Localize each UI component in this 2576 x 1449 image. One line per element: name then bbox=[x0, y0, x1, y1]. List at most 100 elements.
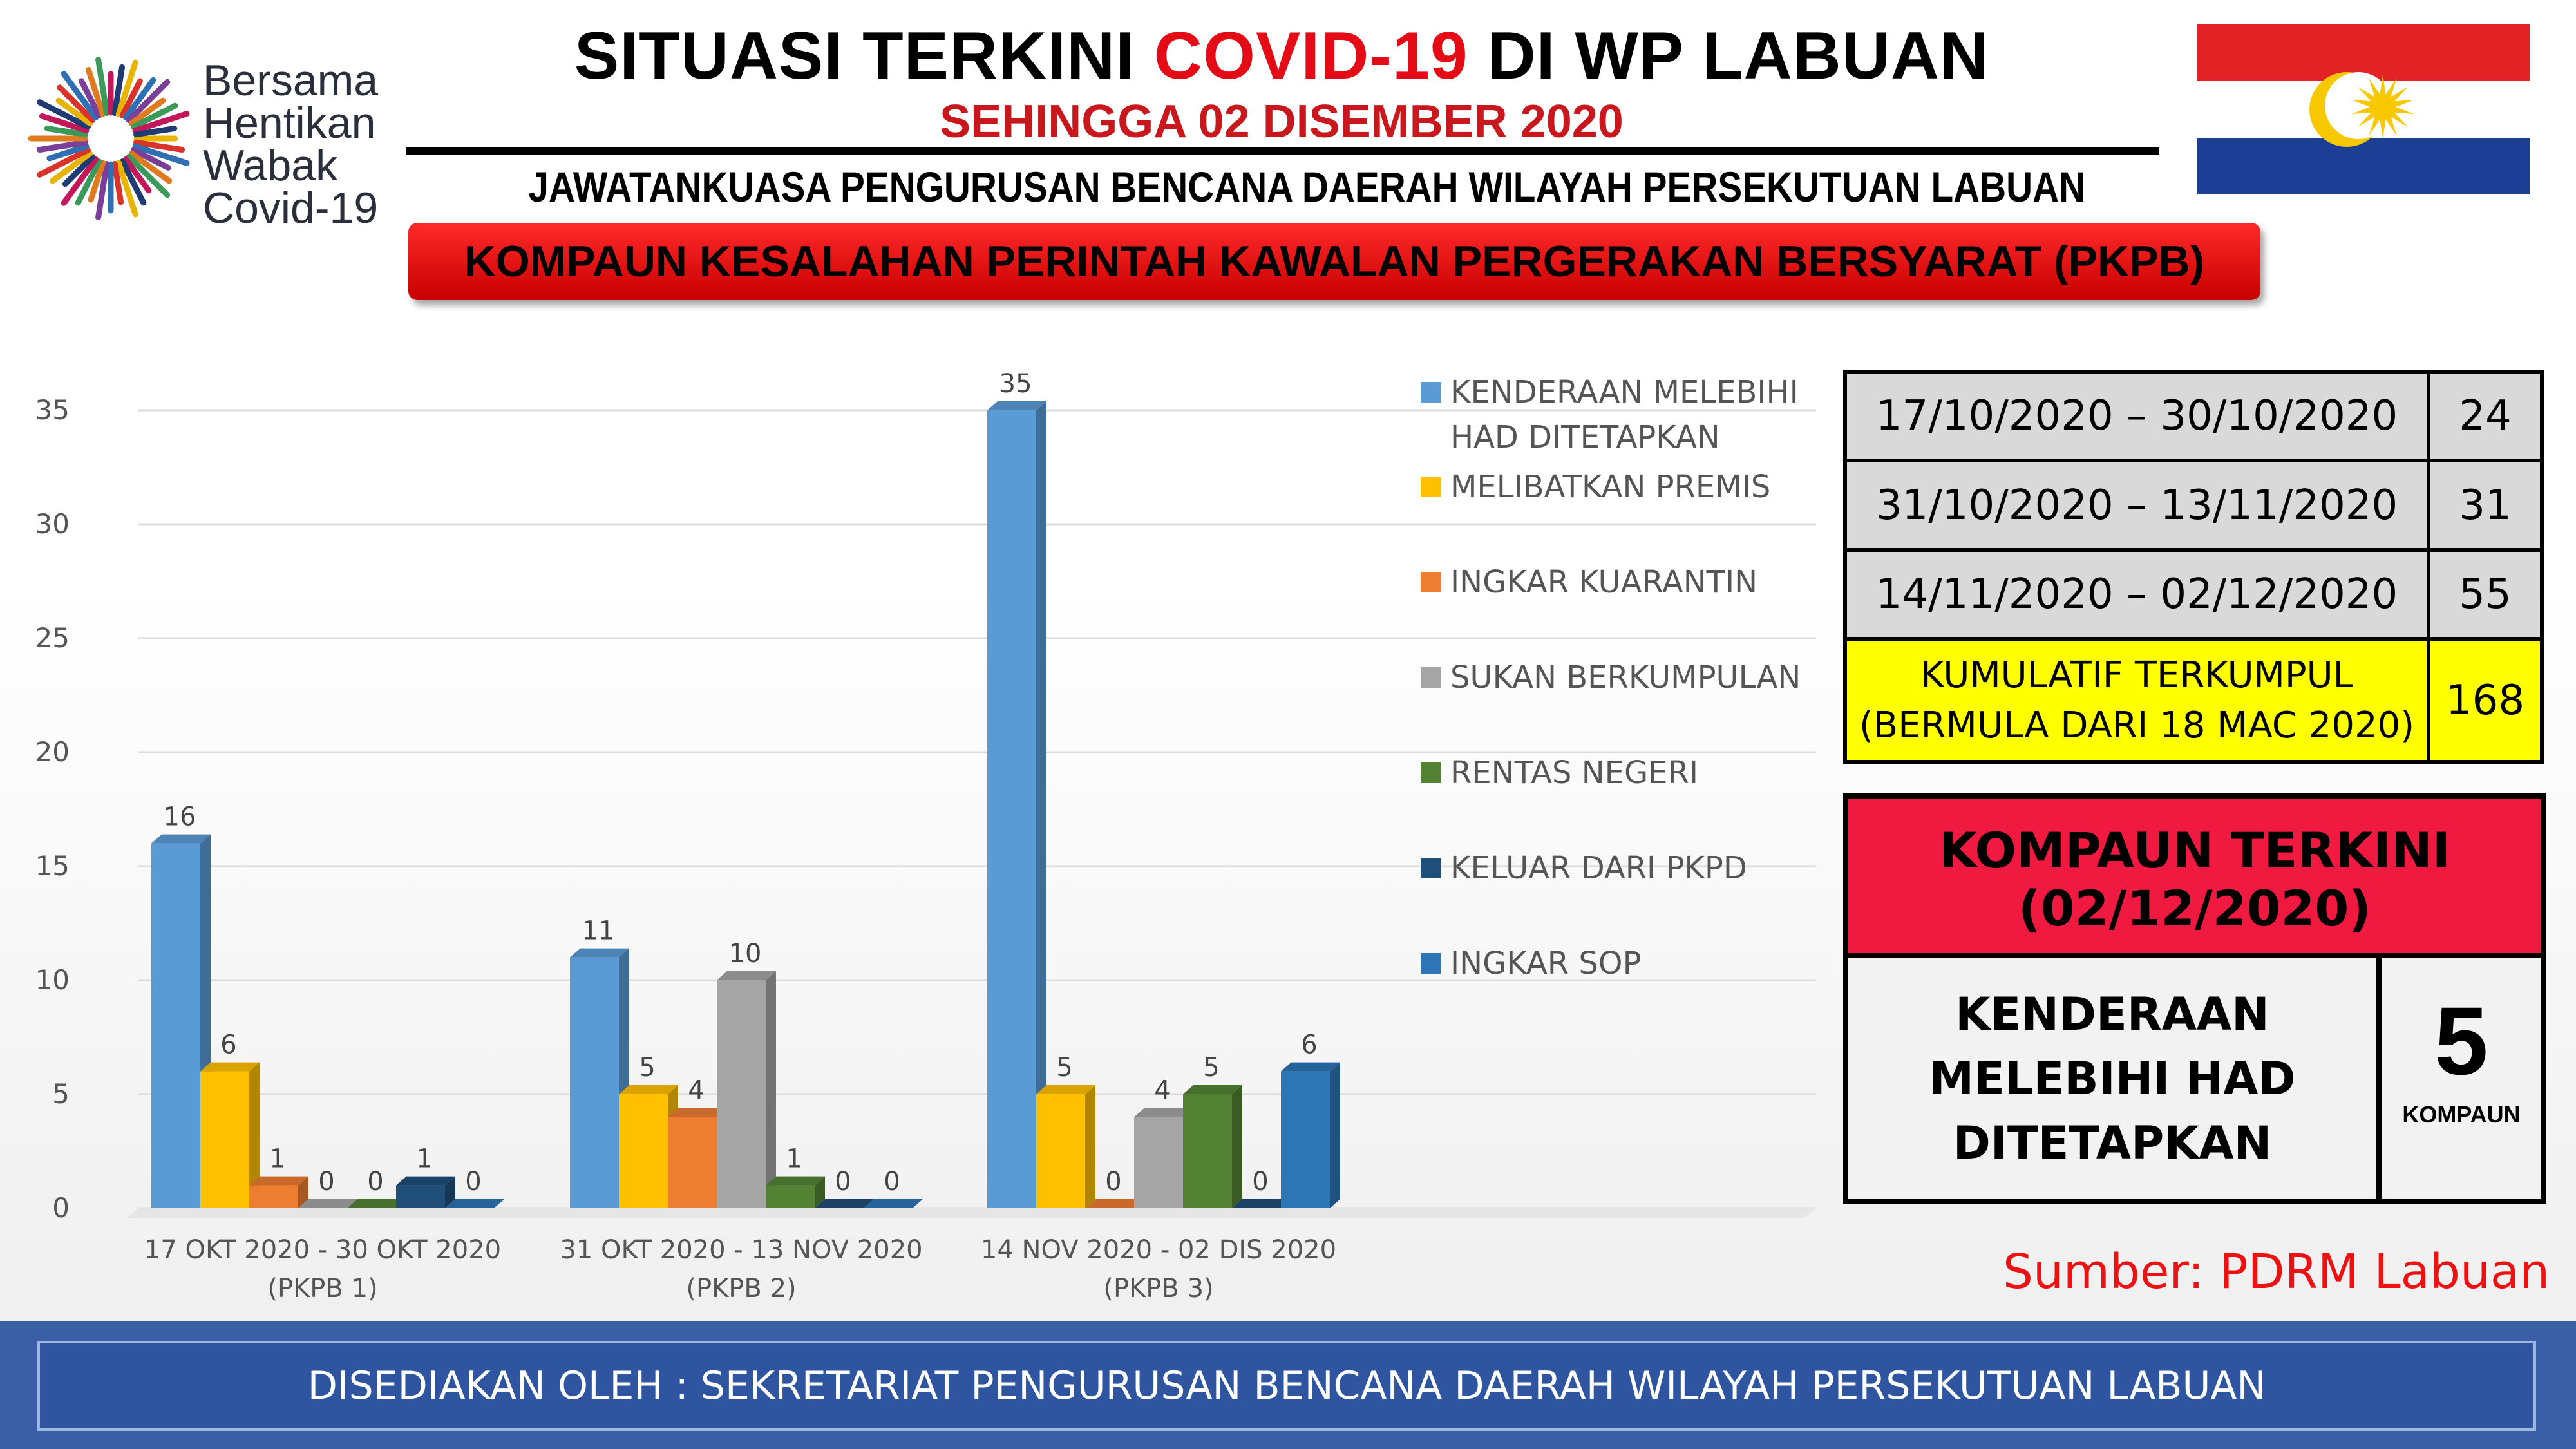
logo-ray bbox=[111, 64, 125, 116]
bar-side bbox=[249, 1062, 260, 1208]
bar bbox=[1134, 1117, 1183, 1208]
legend-swatch bbox=[1421, 667, 1441, 688]
table-row: 31/10/2020 – 13/11/2020 31 bbox=[1843, 459, 2544, 552]
logo-ray bbox=[128, 97, 166, 126]
legend-label: RENTAS NEGERI bbox=[1450, 755, 1698, 791]
data-label: 0 bbox=[318, 1167, 334, 1197]
logo-ray bbox=[61, 156, 99, 206]
data-label: 1 bbox=[269, 1144, 285, 1174]
period-summary-table: 17/10/2020 – 30/10/2020 24 31/10/2020 – … bbox=[1843, 369, 2544, 764]
legend-label: KENDERAAN MELEBIHI bbox=[1450, 374, 1799, 410]
latest-category-line: MELEBIHI HAD bbox=[1929, 1052, 2296, 1105]
data-label: 6 bbox=[1301, 1030, 1317, 1060]
period-cell: 31/10/2020 – 13/11/2020 bbox=[1843, 459, 2430, 552]
logo-ray bbox=[111, 161, 124, 205]
y-tick-label: 0 bbox=[52, 1192, 70, 1224]
logo-ray bbox=[61, 71, 99, 121]
bar-top bbox=[668, 1108, 727, 1117]
logo-ray bbox=[62, 153, 96, 187]
bar-top bbox=[445, 1199, 504, 1208]
bar-top bbox=[570, 948, 629, 958]
covid-campaign-logo bbox=[28, 57, 190, 220]
logo-ray bbox=[126, 153, 171, 198]
logo-ray bbox=[131, 147, 171, 171]
bar bbox=[200, 1071, 249, 1208]
header-divider bbox=[406, 147, 2159, 155]
title-prefix: SITUASI TERKINI bbox=[574, 19, 1154, 93]
y-tick-label: 10 bbox=[35, 964, 70, 996]
legend-swatch bbox=[1421, 572, 1441, 592]
data-label: 0 bbox=[1105, 1167, 1121, 1197]
logo-ray bbox=[57, 84, 96, 124]
logo-ray bbox=[133, 125, 178, 138]
bar-top bbox=[1281, 1062, 1340, 1072]
latest-title: KOMPAUN TERKINI bbox=[1938, 822, 2451, 879]
logo-ray bbox=[44, 125, 88, 138]
latest-category-line: KENDERAAN bbox=[1955, 988, 2269, 1041]
bar bbox=[249, 1185, 298, 1208]
data-label: 10 bbox=[729, 939, 762, 969]
bar-side bbox=[445, 1176, 455, 1208]
bar-top bbox=[864, 1199, 923, 1208]
data-label: 5 bbox=[639, 1053, 655, 1083]
data-label: 0 bbox=[1252, 1167, 1268, 1197]
chart-floor bbox=[126, 1208, 1816, 1218]
data-label: 0 bbox=[367, 1167, 383, 1197]
bar bbox=[570, 957, 619, 1208]
logo-line: Covid-19 bbox=[203, 184, 379, 232]
logo-ray bbox=[132, 111, 190, 134]
bar-top bbox=[1232, 1199, 1291, 1208]
logo-ray bbox=[132, 143, 190, 166]
bar-side bbox=[815, 1176, 825, 1208]
data-label: 5 bbox=[1056, 1053, 1072, 1083]
data-label: 0 bbox=[835, 1167, 851, 1197]
bar bbox=[766, 1185, 815, 1208]
data-label: 5 bbox=[1203, 1053, 1219, 1083]
section-banner: KOMPAUN KESALAHAN PERINTAH KAWALAN PERGE… bbox=[408, 223, 2260, 300]
bar-side bbox=[298, 1176, 308, 1208]
page-subtitle: SEHINGGA 02 DISEMBER 2020 bbox=[940, 96, 1624, 147]
bar-top bbox=[1134, 1108, 1193, 1117]
bar-top bbox=[717, 971, 776, 980]
bar bbox=[1036, 1094, 1085, 1208]
bar-top bbox=[151, 834, 211, 844]
legend-label: INGKAR SOP bbox=[1450, 945, 1642, 981]
cumulative-line: (BERMULA DARI 18 MAC 2020) bbox=[1859, 704, 2415, 746]
logo-line: Hentikan bbox=[203, 99, 376, 147]
logo-ray bbox=[49, 151, 93, 184]
period-cell: 17/10/2020 – 30/10/2020 bbox=[1843, 369, 2430, 463]
page-title: SITUASI TERKINI COVID-19 DI WP LABUAN bbox=[406, 18, 2157, 95]
y-tick-label: 15 bbox=[35, 850, 70, 882]
legend-swatch bbox=[1421, 762, 1441, 783]
bar-top bbox=[200, 1062, 260, 1072]
count-cell: 24 bbox=[2427, 369, 2544, 463]
logo-ray bbox=[95, 161, 110, 220]
latest-count: 5 bbox=[2434, 987, 2488, 1095]
legend-swatch bbox=[1421, 953, 1441, 974]
logo-ray bbox=[123, 156, 152, 194]
footer-text: DISEDIAKAN OLEH : SEKRETARIAT PENGURUSAN… bbox=[307, 1363, 2266, 1408]
logo-text: Bersama Hentikan Wabak Covid-19 bbox=[203, 59, 409, 232]
logo-ray bbox=[37, 99, 91, 130]
bar bbox=[1281, 1071, 1330, 1208]
logo-line: Wabak bbox=[203, 141, 338, 190]
logo-ray bbox=[119, 158, 147, 206]
bar-side bbox=[1036, 401, 1046, 1208]
bar-top bbox=[347, 1199, 406, 1208]
period-cell: 14/11/2020 – 02/12/2020 bbox=[1843, 547, 2430, 641]
bar bbox=[619, 1094, 668, 1208]
logo-ray bbox=[85, 67, 106, 117]
bar bbox=[987, 410, 1036, 1208]
logo-ray bbox=[95, 57, 110, 116]
bar-top bbox=[1085, 1199, 1144, 1208]
table-row: 14/11/2020 – 02/12/2020 55 bbox=[1843, 547, 2544, 641]
data-label: 35 bbox=[999, 369, 1032, 399]
bar-top bbox=[766, 1176, 825, 1186]
bar-top bbox=[249, 1176, 308, 1186]
data-label: 1 bbox=[786, 1144, 802, 1174]
logo-ray bbox=[75, 158, 102, 206]
logo-ray bbox=[115, 59, 138, 117]
y-tick-label: 35 bbox=[35, 394, 70, 426]
logo-ray bbox=[115, 160, 138, 218]
latest-date: (02/12/2020) bbox=[2018, 880, 2372, 937]
